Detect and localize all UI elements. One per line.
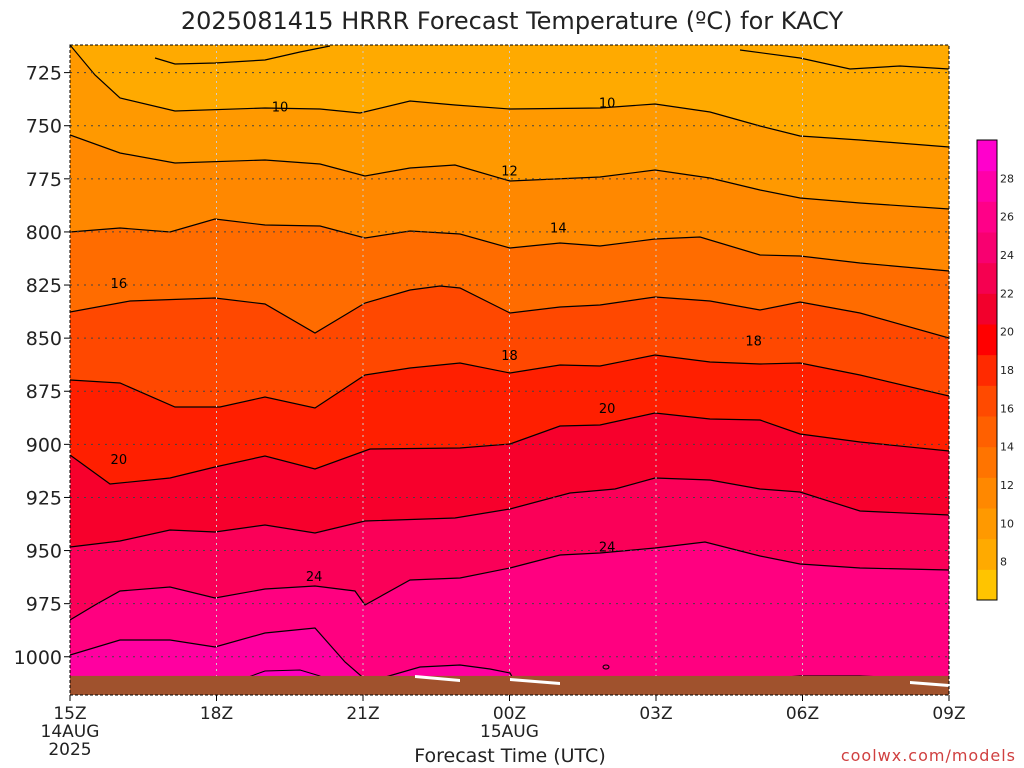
credit-text: coolwx.com/models — [841, 746, 1016, 765]
y-tick-label-725: 725 — [26, 63, 62, 85]
colorbar-label-22: 22 — [1000, 287, 1014, 300]
surface-gap-2 — [510, 678, 560, 685]
colorbar-segment — [977, 324, 997, 356]
y-tick-label-925: 925 — [26, 487, 62, 509]
y-tick-label-750: 750 — [26, 116, 62, 138]
colorbar-segment — [977, 232, 997, 264]
colorbar-label-26: 26 — [1000, 211, 1014, 224]
y-tick-label-1000: 1000 — [14, 647, 62, 669]
x-tick-label-00Z: 00Z — [493, 704, 526, 724]
contour-line-9 — [154, 45, 331, 65]
x-tick-label-18Z: 18Z — [200, 704, 233, 724]
colorbar-label-20: 20 — [1000, 326, 1014, 339]
contour-label-4: 16 — [111, 277, 128, 292]
contour-label-10: 24 — [599, 540, 616, 555]
colorbar-segment — [977, 385, 997, 417]
colorbar-label-16: 16 — [1000, 402, 1014, 415]
small-contour-loop — [602, 664, 610, 670]
plot-frame — [69, 44, 950, 696]
y-tick-label-775: 775 — [26, 169, 62, 191]
colorbar-segment — [977, 538, 997, 570]
y-tick-label-825: 825 — [26, 275, 62, 297]
colorbar-label-8: 8 — [1000, 556, 1007, 569]
contour-line-16 — [70, 285, 949, 339]
grid-lines — [70, 45, 949, 695]
colorbar-legend: 8 10 12 14 16 18 20 22 24 26 28 — [976, 139, 1014, 601]
colorbar-segment — [977, 293, 997, 325]
x-tick-sublabel: 2025 — [48, 740, 91, 760]
colorbar-label-14: 14 — [1000, 441, 1014, 454]
colorbar-segment — [977, 508, 997, 540]
contour-label-8: 20 — [599, 402, 616, 417]
colorbar-label-12: 12 — [1000, 479, 1014, 492]
colorbar-label-24: 24 — [1000, 249, 1014, 262]
colorbar-segment — [977, 262, 997, 294]
pressure-axis: 725 750 775 800 825 850 875 900 925 950 975 1000 — [14, 63, 70, 669]
surface-gap-1 — [415, 675, 460, 682]
colorbar-label-28: 28 — [1000, 172, 1014, 185]
contour-line-9b — [739, 49, 949, 70]
colorbar-segment — [977, 140, 997, 172]
contour-label-9: 24 — [306, 570, 323, 585]
colorbar-segment — [977, 354, 997, 386]
x-tick-label-06Z: 06Z — [786, 704, 819, 724]
y-tick-label-975: 975 — [26, 594, 62, 616]
contour-line-12 — [70, 134, 949, 210]
contour-label-7: 20 — [111, 453, 128, 468]
x-tick-sublabel: 14AUG — [41, 722, 100, 742]
contour-labels: 10 10 12 14 16 18 18 20 20 24 24 — [111, 96, 762, 585]
x-tick-label-21Z: 21Z — [346, 704, 379, 724]
contour-label-6: 18 — [745, 334, 762, 349]
contour-line-26 — [70, 627, 949, 683]
y-tick-label-850: 850 — [26, 328, 62, 350]
contour-label-3: 14 — [550, 222, 567, 237]
contour-label-0: 10 — [272, 101, 289, 116]
colorbar-segment — [977, 477, 997, 509]
contour-label-1: 10 — [599, 96, 616, 111]
ground-fill — [70, 675, 949, 695]
colorbar-segment — [977, 569, 997, 601]
y-tick-label-800: 800 — [26, 222, 62, 244]
temperature-bands — [70, 45, 949, 695]
x-axis-label: Forecast Time (UTC) — [414, 745, 605, 767]
x-tick-label-09Z: 09Z — [932, 704, 965, 724]
colorbar-segment — [977, 416, 997, 448]
y-tick-label-900: 900 — [26, 434, 62, 456]
contour-line-24 — [70, 541, 949, 621]
x-tick-sublabel: 15AUG — [480, 722, 539, 742]
colorbar-label-18: 18 — [1000, 364, 1014, 377]
colorbar-frame — [976, 139, 998, 601]
ground-layer — [70, 675, 949, 695]
y-tick-label-950: 950 — [26, 541, 62, 563]
x-tick-label-15Z: 15Z — [53, 704, 86, 724]
chart-title: 2025081415 HRRR Forecast Temperature (ºC… — [181, 7, 844, 35]
colorbar-label-10: 10 — [1000, 517, 1014, 530]
contour-line-20 — [70, 412, 949, 485]
contour-line-18 — [70, 354, 949, 409]
surface-gap-3 — [910, 681, 949, 687]
y-tick-label-875: 875 — [26, 381, 62, 403]
contour-line-10 — [70, 45, 949, 148]
colorbar-segment — [977, 201, 997, 233]
x-tick-label-03Z: 03Z — [639, 704, 672, 724]
contour-label-2: 12 — [501, 164, 518, 179]
contour-line-14 — [70, 218, 949, 272]
colorbar-segment — [977, 446, 997, 478]
plot-area: 10 10 12 14 16 18 18 20 20 24 24 — [70, 45, 949, 695]
contour-label-5: 18 — [501, 349, 518, 364]
colorbar-segment — [977, 170, 997, 202]
